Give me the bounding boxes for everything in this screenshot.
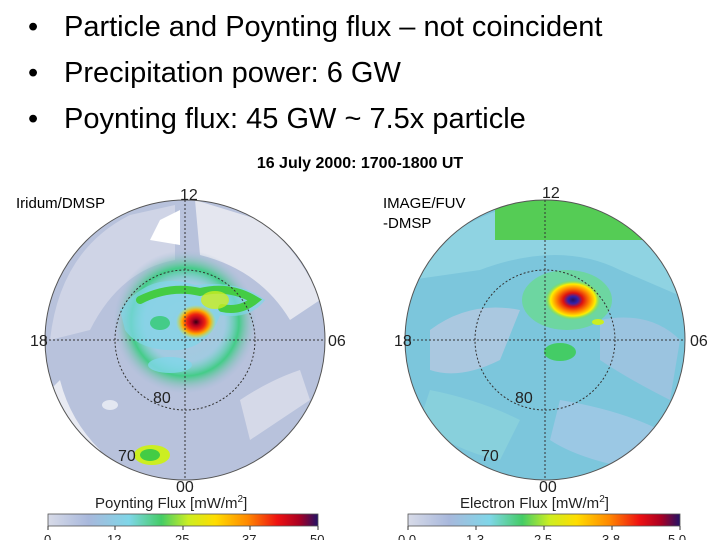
left-colorbar-tick: 37 <box>242 532 256 540</box>
right-mlt-12-label: 12 <box>542 185 560 202</box>
bullet-item: • Particle and Poynting flux – not coinci… <box>28 4 602 50</box>
bullet-marker: • <box>28 57 39 89</box>
left-mlt-00-label: 00 <box>176 479 194 496</box>
bullet-item: • Poynting flux: 45 GW ~ 7.5x particle <box>28 96 602 142</box>
right-lat-70-label: 70 <box>481 448 499 465</box>
right-source-label: IMAGE/FUV -DMSP <box>383 195 466 232</box>
left-mlt-18-label: 18 <box>30 333 48 350</box>
left-colorbar-tick: 12 <box>107 532 121 540</box>
right-colorbar-tick: 2.5 <box>534 532 552 540</box>
left-lat-70-label: 70 <box>118 448 136 465</box>
left-colorbar-tick: 0 <box>44 532 51 540</box>
right-mlt-00-label: 00 <box>539 479 557 496</box>
right-mlt-06-label: 06 <box>690 333 708 350</box>
right-lat-80-label: 80 <box>515 390 533 407</box>
left-colorbar-tick: 25 <box>175 532 189 540</box>
bullet-list: • Particle and Poynting flux – not coinci… <box>28 4 602 142</box>
left-mlt-12-label: 12 <box>180 187 198 204</box>
bullet-marker: • <box>28 103 39 135</box>
left-colorbar <box>47 513 319 527</box>
left-source-label: Iridum/DMSP <box>16 195 106 212</box>
left-colorbar-title: Poynting Flux [mW/m2] <box>95 494 247 512</box>
figure-title: 16 July 2000: 1700-1800 UT <box>256 155 464 172</box>
bullet-text: Poynting flux: 45 GW ~ 7.5x particle <box>64 103 526 135</box>
right-colorbar-tick: 3.8 <box>602 532 620 540</box>
electron-polar-plot <box>404 199 686 481</box>
poynting-polar-plot <box>44 199 326 481</box>
bullet-text: Particle and Poynting flux – not coincid… <box>64 11 603 43</box>
right-colorbar-tick: 1.3 <box>466 532 484 540</box>
right-colorbar-title: Electron Flux [mW/m2] <box>460 494 609 512</box>
left-mlt-06-label: 06 <box>328 333 346 350</box>
right-colorbar-tick: 5.0 <box>668 532 686 540</box>
bullet-marker: • <box>28 11 39 43</box>
left-lat-80-label: 80 <box>153 390 171 407</box>
right-colorbar-tick: 0.0 <box>398 532 416 540</box>
left-colorbar-tick: 50 <box>310 532 324 540</box>
bullet-text: Precipitation power: 6 GW <box>64 57 401 89</box>
right-colorbar <box>407 513 681 527</box>
bullet-item: • Precipitation power: 6 GW <box>28 50 602 96</box>
right-mlt-18-label: 18 <box>394 333 412 350</box>
